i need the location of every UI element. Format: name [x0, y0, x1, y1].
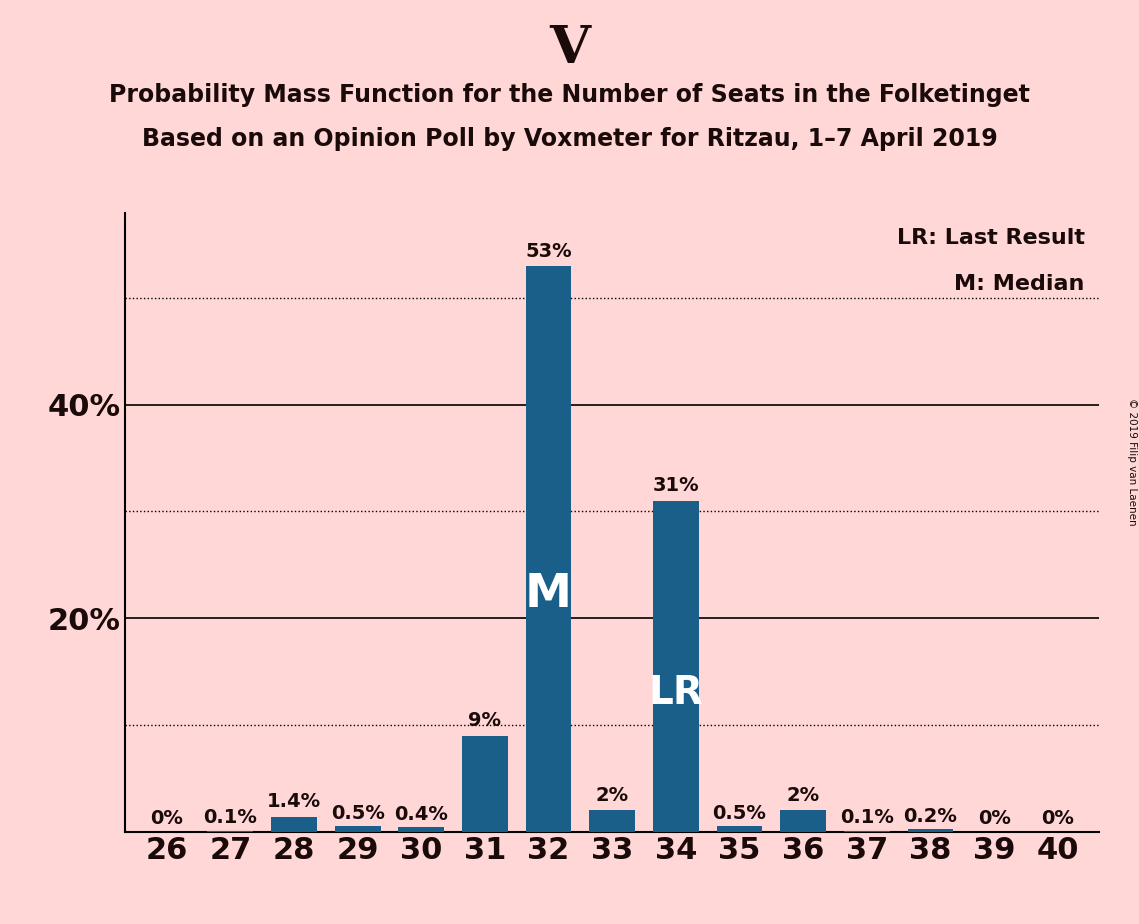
Bar: [526, 266, 572, 832]
Text: 53%: 53%: [525, 241, 572, 261]
Text: 0.1%: 0.1%: [204, 808, 257, 827]
Text: 2%: 2%: [596, 786, 629, 805]
Text: 0%: 0%: [977, 809, 1010, 829]
Text: M: M: [525, 572, 572, 616]
Text: M: Median: M: Median: [954, 274, 1084, 295]
Text: 0%: 0%: [150, 809, 183, 829]
Text: 0.1%: 0.1%: [839, 808, 894, 827]
Bar: [589, 810, 636, 832]
Text: LR: Last Result: LR: Last Result: [896, 228, 1084, 248]
Text: 9%: 9%: [468, 711, 501, 730]
Bar: [207, 831, 253, 832]
Bar: [908, 830, 953, 832]
Text: Based on an Opinion Poll by Voxmeter for Ritzau, 1–7 April 2019: Based on an Opinion Poll by Voxmeter for…: [141, 127, 998, 151]
Text: 1.4%: 1.4%: [267, 792, 321, 811]
Bar: [271, 817, 317, 832]
Bar: [716, 826, 762, 832]
Bar: [653, 501, 698, 832]
Text: V: V: [549, 23, 590, 74]
Text: 0.4%: 0.4%: [394, 805, 449, 824]
Bar: [335, 826, 380, 832]
Bar: [844, 831, 890, 832]
Text: Probability Mass Function for the Number of Seats in the Folketinget: Probability Mass Function for the Number…: [109, 83, 1030, 107]
Text: 31%: 31%: [653, 477, 699, 495]
Text: 0.2%: 0.2%: [903, 808, 958, 826]
Bar: [462, 736, 508, 832]
Bar: [399, 827, 444, 832]
Text: LR: LR: [648, 674, 703, 711]
Text: 0.5%: 0.5%: [713, 804, 767, 823]
Text: © 2019 Filip van Laenen: © 2019 Filip van Laenen: [1126, 398, 1137, 526]
Bar: [780, 810, 826, 832]
Text: 2%: 2%: [787, 786, 820, 805]
Text: 0.5%: 0.5%: [330, 804, 385, 823]
Text: 0%: 0%: [1041, 809, 1074, 829]
